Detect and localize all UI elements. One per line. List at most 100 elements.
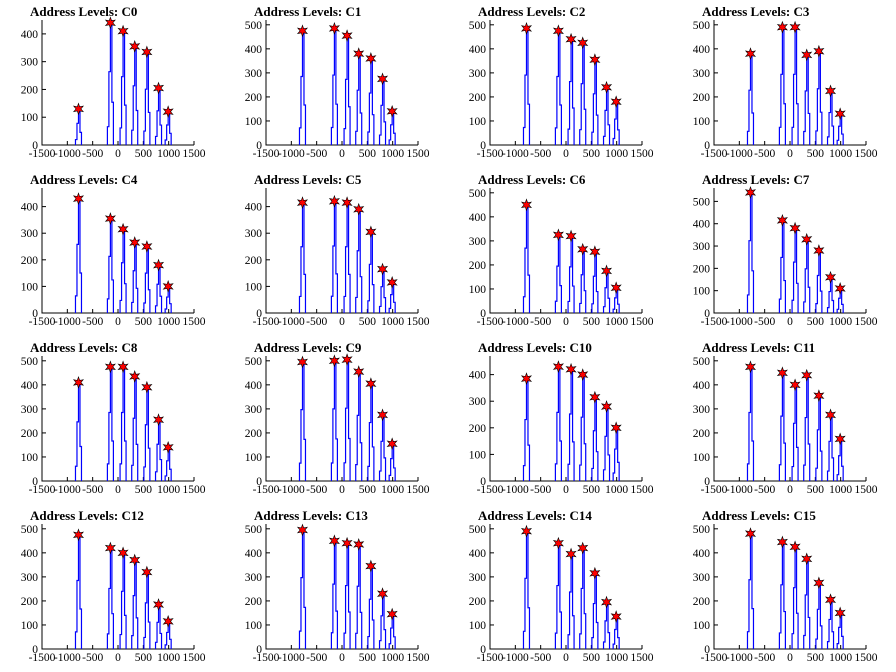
y-tick-label: 400 — [693, 380, 711, 392]
peak-marker-star — [824, 408, 837, 422]
x-tick-label: 500 — [135, 652, 153, 664]
x-tick-label: -1000 — [54, 652, 81, 664]
x-tick-label: 1000 — [605, 652, 628, 664]
histogram-peak — [746, 51, 755, 145]
x-tick-label: -500 — [306, 316, 327, 328]
y-tick-label: 400 — [21, 548, 39, 560]
histogram-peak — [143, 384, 151, 481]
histogram-peak — [554, 540, 562, 649]
peak-marker-star — [296, 24, 309, 38]
panel-title: Address Levels: C8 — [30, 340, 138, 355]
x-tick-label: 500 — [583, 316, 601, 328]
y-tick-label: 200 — [21, 428, 39, 440]
peak-marker-star — [341, 353, 353, 367]
x-tick-label: -500 — [82, 316, 103, 328]
peak-marker-star — [589, 53, 601, 67]
panel-title: Address Levels: C4 — [30, 172, 138, 187]
peak-marker-star — [386, 607, 398, 621]
histogram-peak — [119, 364, 127, 481]
y-tick-label: 200 — [245, 255, 263, 267]
peak-marker-star — [813, 44, 825, 58]
peak-marker-star — [162, 440, 174, 454]
peak-marker-star — [565, 547, 577, 561]
y-tick-label: 0 — [32, 644, 38, 656]
axis-frame — [713, 20, 866, 146]
histogram-peak — [522, 376, 531, 481]
histogram-peak — [343, 540, 351, 649]
y-tick-label: 300 — [245, 404, 263, 416]
panel-title: Address Levels: C12 — [30, 508, 144, 523]
peak-marker-star — [376, 408, 389, 422]
peak-marker-star — [744, 360, 757, 374]
histogram-peak — [355, 541, 363, 649]
axis-frame — [41, 524, 194, 650]
y-tick-label: 100 — [693, 620, 711, 632]
histogram-peak — [154, 85, 163, 145]
x-tick-label: 1500 — [183, 316, 206, 328]
x-tick-label: 0 — [339, 484, 345, 496]
x-tick-label: -1000 — [726, 484, 753, 496]
histogram-peak — [612, 425, 620, 481]
peak-marker-star — [129, 370, 141, 383]
x-tick-label: 1000 — [829, 148, 852, 160]
histogram-peak — [803, 556, 811, 649]
y-tick-label: 400 — [469, 212, 487, 224]
x-tick-label: 0 — [563, 652, 569, 664]
x-tick-label: -1500 — [701, 148, 728, 160]
x-tick-label: -500 — [82, 148, 103, 160]
x-tick-label: -500 — [754, 148, 775, 160]
x-tick-label: -1500 — [253, 316, 280, 328]
x-tick-label: -500 — [82, 652, 103, 664]
peak-marker-star — [552, 536, 564, 550]
histogram-panel: Address Levels: C6-1500-1000 -500 0 500 1000… — [469, 172, 654, 328]
y-tick-label: 400 — [245, 202, 263, 214]
x-tick-label: -1000 — [726, 652, 753, 664]
axis-frame — [41, 188, 194, 314]
y-tick-label: 0 — [480, 476, 486, 488]
y-tick-label: 300 — [21, 57, 39, 69]
peak-marker-star — [353, 47, 365, 61]
x-tick-label: 1500 — [855, 484, 878, 496]
peak-marker-star — [589, 390, 601, 404]
y-tick-label: 100 — [21, 620, 39, 632]
histogram-peak — [74, 379, 83, 481]
peak-marker-star — [834, 606, 846, 620]
peak-marker-star — [117, 546, 129, 560]
axis-frame — [489, 524, 642, 650]
histogram-panel: Address Levels: C5-1500-1000 -500 0 500 1000… — [245, 172, 430, 328]
peak-marker-star — [376, 72, 389, 86]
x-tick-label: -500 — [754, 652, 775, 664]
peak-marker-star — [152, 598, 165, 611]
y-tick-label: 0 — [704, 644, 710, 656]
y-tick-label: 0 — [480, 140, 486, 152]
peak-marker-star — [610, 95, 622, 109]
y-tick-label: 100 — [693, 116, 711, 128]
y-tick-label: 0 — [256, 308, 262, 320]
peak-marker-star — [365, 377, 377, 391]
peak-marker-star — [577, 368, 589, 382]
x-tick-label: -500 — [530, 316, 551, 328]
y-tick-label: 400 — [469, 548, 487, 560]
peak-marker-star — [600, 595, 613, 609]
peak-marker-star — [104, 360, 116, 374]
x-tick-label: 500 — [807, 652, 825, 664]
y-tick-label: 200 — [21, 255, 39, 267]
peak-marker-star — [600, 264, 613, 278]
peak-marker-star — [589, 245, 601, 259]
peak-marker-star — [328, 22, 340, 35]
y-tick-label: 500 — [245, 356, 263, 368]
y-tick-label: 400 — [21, 29, 39, 41]
y-tick-label: 200 — [469, 260, 487, 272]
histogram-panel: Address Levels: C0-1500-1000 -500 0 500 1000… — [21, 4, 206, 160]
histogram-peak — [74, 532, 83, 649]
y-tick-label: 100 — [245, 452, 263, 464]
x-tick-label: -1000 — [502, 316, 529, 328]
axis-frame — [265, 524, 418, 650]
histogram-panel: Address Levels: C14 -1500-1000 -500 0 500 100… — [469, 508, 654, 664]
peak-marker-star — [520, 524, 533, 538]
x-tick-label: 1000 — [381, 316, 404, 328]
histogram-peak — [791, 24, 799, 145]
peak-marker-star — [341, 29, 353, 43]
x-tick-label: 1500 — [183, 652, 206, 664]
histogram-peak — [378, 591, 387, 649]
